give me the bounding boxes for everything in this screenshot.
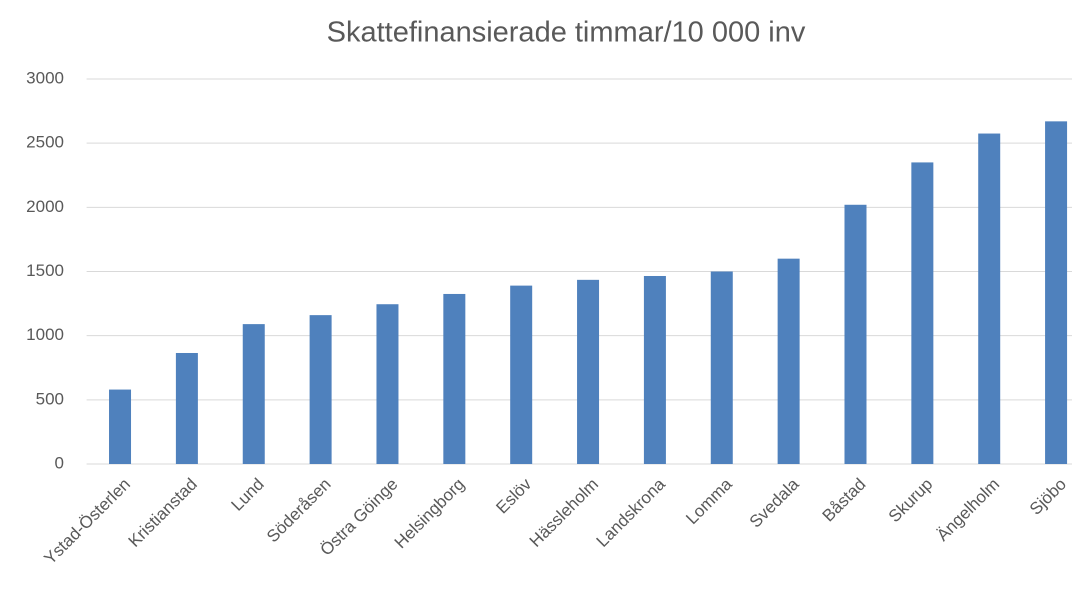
bar <box>309 315 332 464</box>
y-tick-label: 500 <box>36 389 64 408</box>
bar <box>643 275 666 464</box>
y-tick-label: 1000 <box>26 325 64 344</box>
bar <box>376 304 399 464</box>
bar <box>1045 121 1068 464</box>
bar <box>443 293 466 464</box>
bar <box>510 285 533 464</box>
x-tick-label: Lund <box>228 475 268 515</box>
bar <box>844 204 867 464</box>
x-tick-label: Ängelholm <box>933 475 1003 545</box>
y-tick-label: 3000 <box>26 68 64 87</box>
x-tick-label: Lomma <box>682 474 736 528</box>
bar <box>710 271 733 464</box>
x-tick-label: Båstad <box>819 475 870 526</box>
y-tick-label: 1500 <box>26 261 64 280</box>
bar <box>109 389 132 464</box>
x-tick-label: Skurup <box>885 475 937 527</box>
y-tick-label: 2500 <box>26 133 64 152</box>
chart-title: Skattefinansierade timmar/10 000 inv <box>327 17 806 49</box>
x-tick-label: Söderåsen <box>263 475 335 547</box>
bar <box>175 352 198 464</box>
x-tick-label: Sjöbo <box>1026 475 1070 519</box>
y-tick-label: 2000 <box>26 197 64 216</box>
x-tick-label: Kristianstad <box>125 475 201 551</box>
x-tick-label: Eslöv <box>492 474 535 517</box>
x-tick-label: Landskrona <box>593 474 670 551</box>
bar <box>577 279 600 464</box>
x-tick-label: Hässleholm <box>526 475 602 551</box>
x-tick-label: Helsingborg <box>391 475 469 553</box>
bar <box>777 258 800 464</box>
x-tick-label: Svedala <box>746 474 803 531</box>
bar <box>978 133 1001 464</box>
bar <box>242 324 265 464</box>
x-tick-label: Ystad-Österlen <box>40 475 134 569</box>
bar <box>911 162 934 464</box>
y-tick-label: 0 <box>55 453 64 472</box>
